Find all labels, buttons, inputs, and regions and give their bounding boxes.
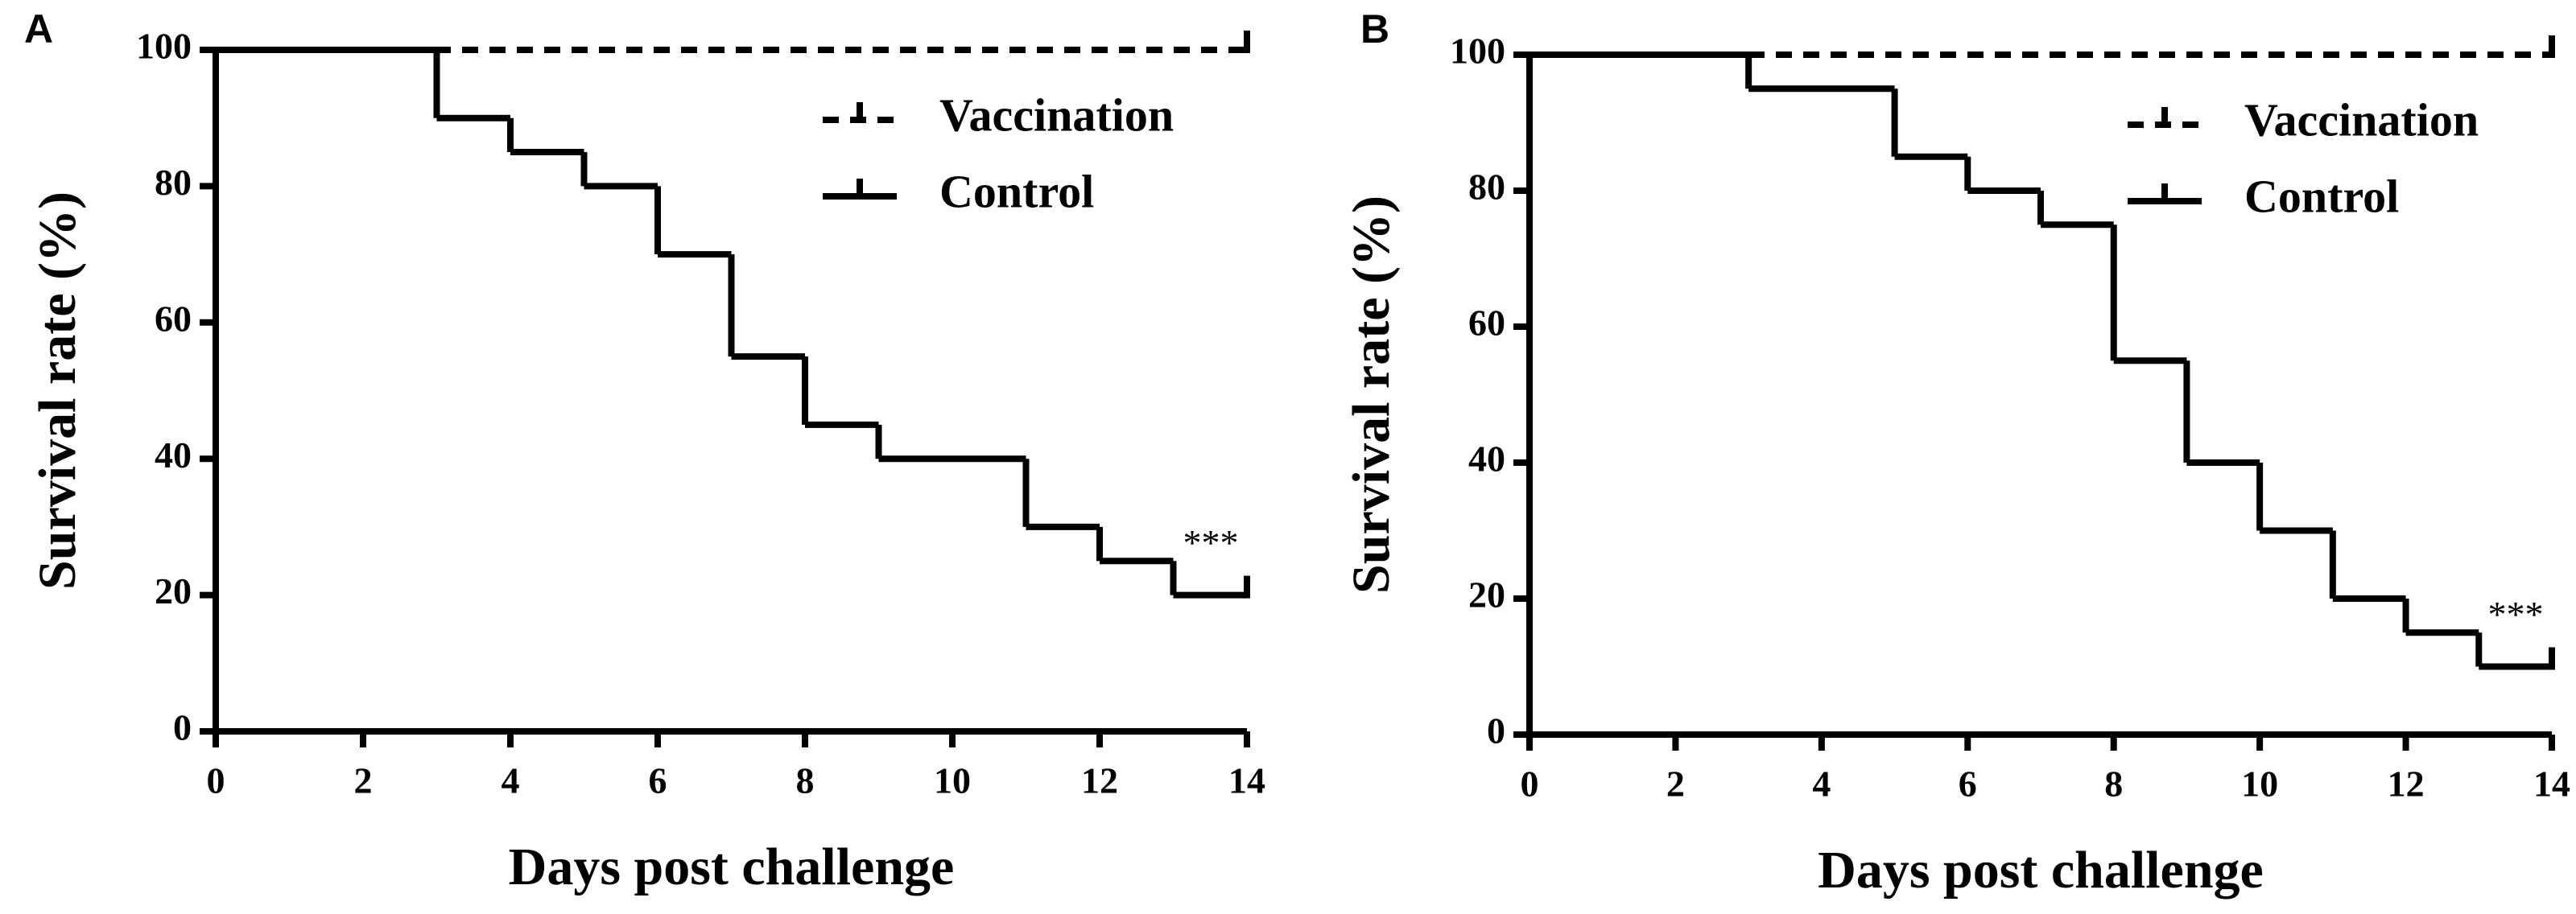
x-tick-label: 0 [207,760,225,801]
x-tick-label: 14 [2533,764,2570,805]
x-tick-label: 4 [1812,764,1831,805]
x-tick-label: 4 [502,760,520,801]
x-tick-label: 2 [354,760,373,801]
x-tick-label: 10 [2241,764,2278,805]
y-tick-label: 20 [155,570,192,611]
y-tick-label: 60 [1468,303,1505,344]
x-tick-label: 12 [1081,760,1118,801]
panel-label: B [1360,6,1389,51]
y-tick-label: 20 [1468,574,1505,616]
y-tick-label: 100 [136,26,192,67]
x-tick-label: 6 [649,760,667,801]
y-tick-label: 0 [173,707,192,748]
legend-label: Control [939,165,1094,217]
x-axis-label: Days post challenge [509,838,955,896]
x-tick-label: 8 [2104,764,2123,805]
panel-label: A [24,6,53,51]
legend-label: Vaccination [2244,93,2479,146]
legend-label: Vaccination [939,89,1174,141]
annotation: *** [2488,594,2544,635]
annotation: *** [1183,522,1239,563]
x-tick-label: 8 [796,760,815,801]
x-tick-label: 6 [1959,764,1977,805]
y-tick-label: 80 [1468,167,1505,208]
y-axis-label: Survival rate (%) [28,191,87,590]
x-tick-label: 12 [2388,764,2425,805]
y-tick-label: 80 [155,162,192,203]
y-tick-label: 60 [155,298,192,339]
x-axis-label: Days post challenge [1818,841,2264,900]
x-tick-label: 0 [1521,764,1539,805]
x-tick-label: 2 [1666,764,1685,805]
x-tick-label: 14 [1228,760,1265,801]
y-tick-label: 40 [1468,438,1505,480]
legend-label: Control [2244,170,2399,222]
y-tick-label: 0 [1487,710,1505,751]
y-axis-label: Survival rate (%) [1342,196,1401,594]
y-tick-label: 40 [155,434,192,476]
y-tick-label: 100 [1450,31,1505,72]
x-tick-label: 10 [934,760,971,801]
